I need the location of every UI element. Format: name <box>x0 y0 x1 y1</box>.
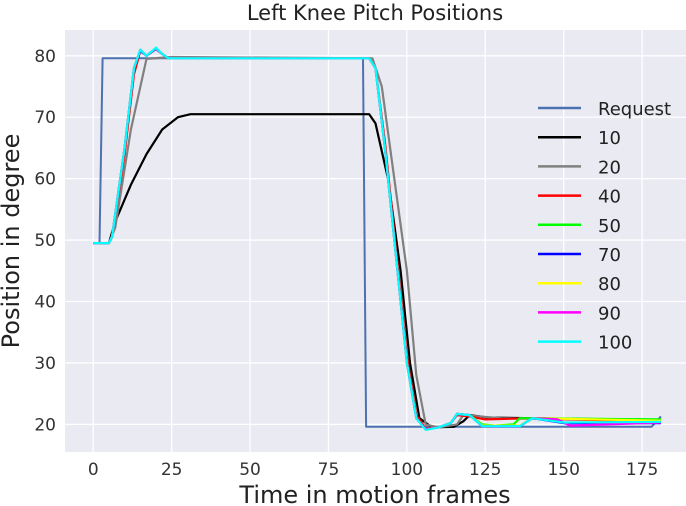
y-tick-label: 30 <box>34 354 56 374</box>
y-tick-label: 60 <box>34 170 56 190</box>
chart-title: Left Knee Pitch Positions <box>247 1 503 25</box>
y-axis-label: Position in degree <box>0 134 25 349</box>
y-tick-label: 80 <box>34 47 56 67</box>
legend-label: 40 <box>598 187 621 208</box>
x-tick-label: 125 <box>469 460 501 480</box>
legend-label: 80 <box>598 274 621 295</box>
legend-label: 20 <box>598 157 621 178</box>
plot-area <box>65 30 686 452</box>
y-tick-label: 20 <box>34 415 56 435</box>
series-line-100 <box>93 46 661 431</box>
y-tick-label: 40 <box>34 293 56 313</box>
y-tick-label: 50 <box>34 231 56 251</box>
x-tick-label: 100 <box>391 460 423 480</box>
legend-label: Request <box>598 99 671 120</box>
x-tick-label: 25 <box>161 460 183 480</box>
legend-label: 100 <box>598 333 632 354</box>
legend: Request 10 20 40 50 70 80 90 100 <box>538 99 671 354</box>
x-tick-label: 0 <box>88 460 99 480</box>
legend-label: 90 <box>598 303 621 324</box>
y-tick-label: 70 <box>34 108 56 128</box>
legend-label: 10 <box>598 128 621 149</box>
x-tick-label: 75 <box>318 460 340 480</box>
x-tick-label: 50 <box>239 460 261 480</box>
x-tick-label: 175 <box>626 460 658 480</box>
x-axis-label: Time in motion frames <box>238 481 510 506</box>
series-line-20 <box>93 55 661 429</box>
x-tick-label: 150 <box>547 460 579 480</box>
legend-label: 70 <box>598 245 621 266</box>
legend-label: 50 <box>598 216 621 237</box>
